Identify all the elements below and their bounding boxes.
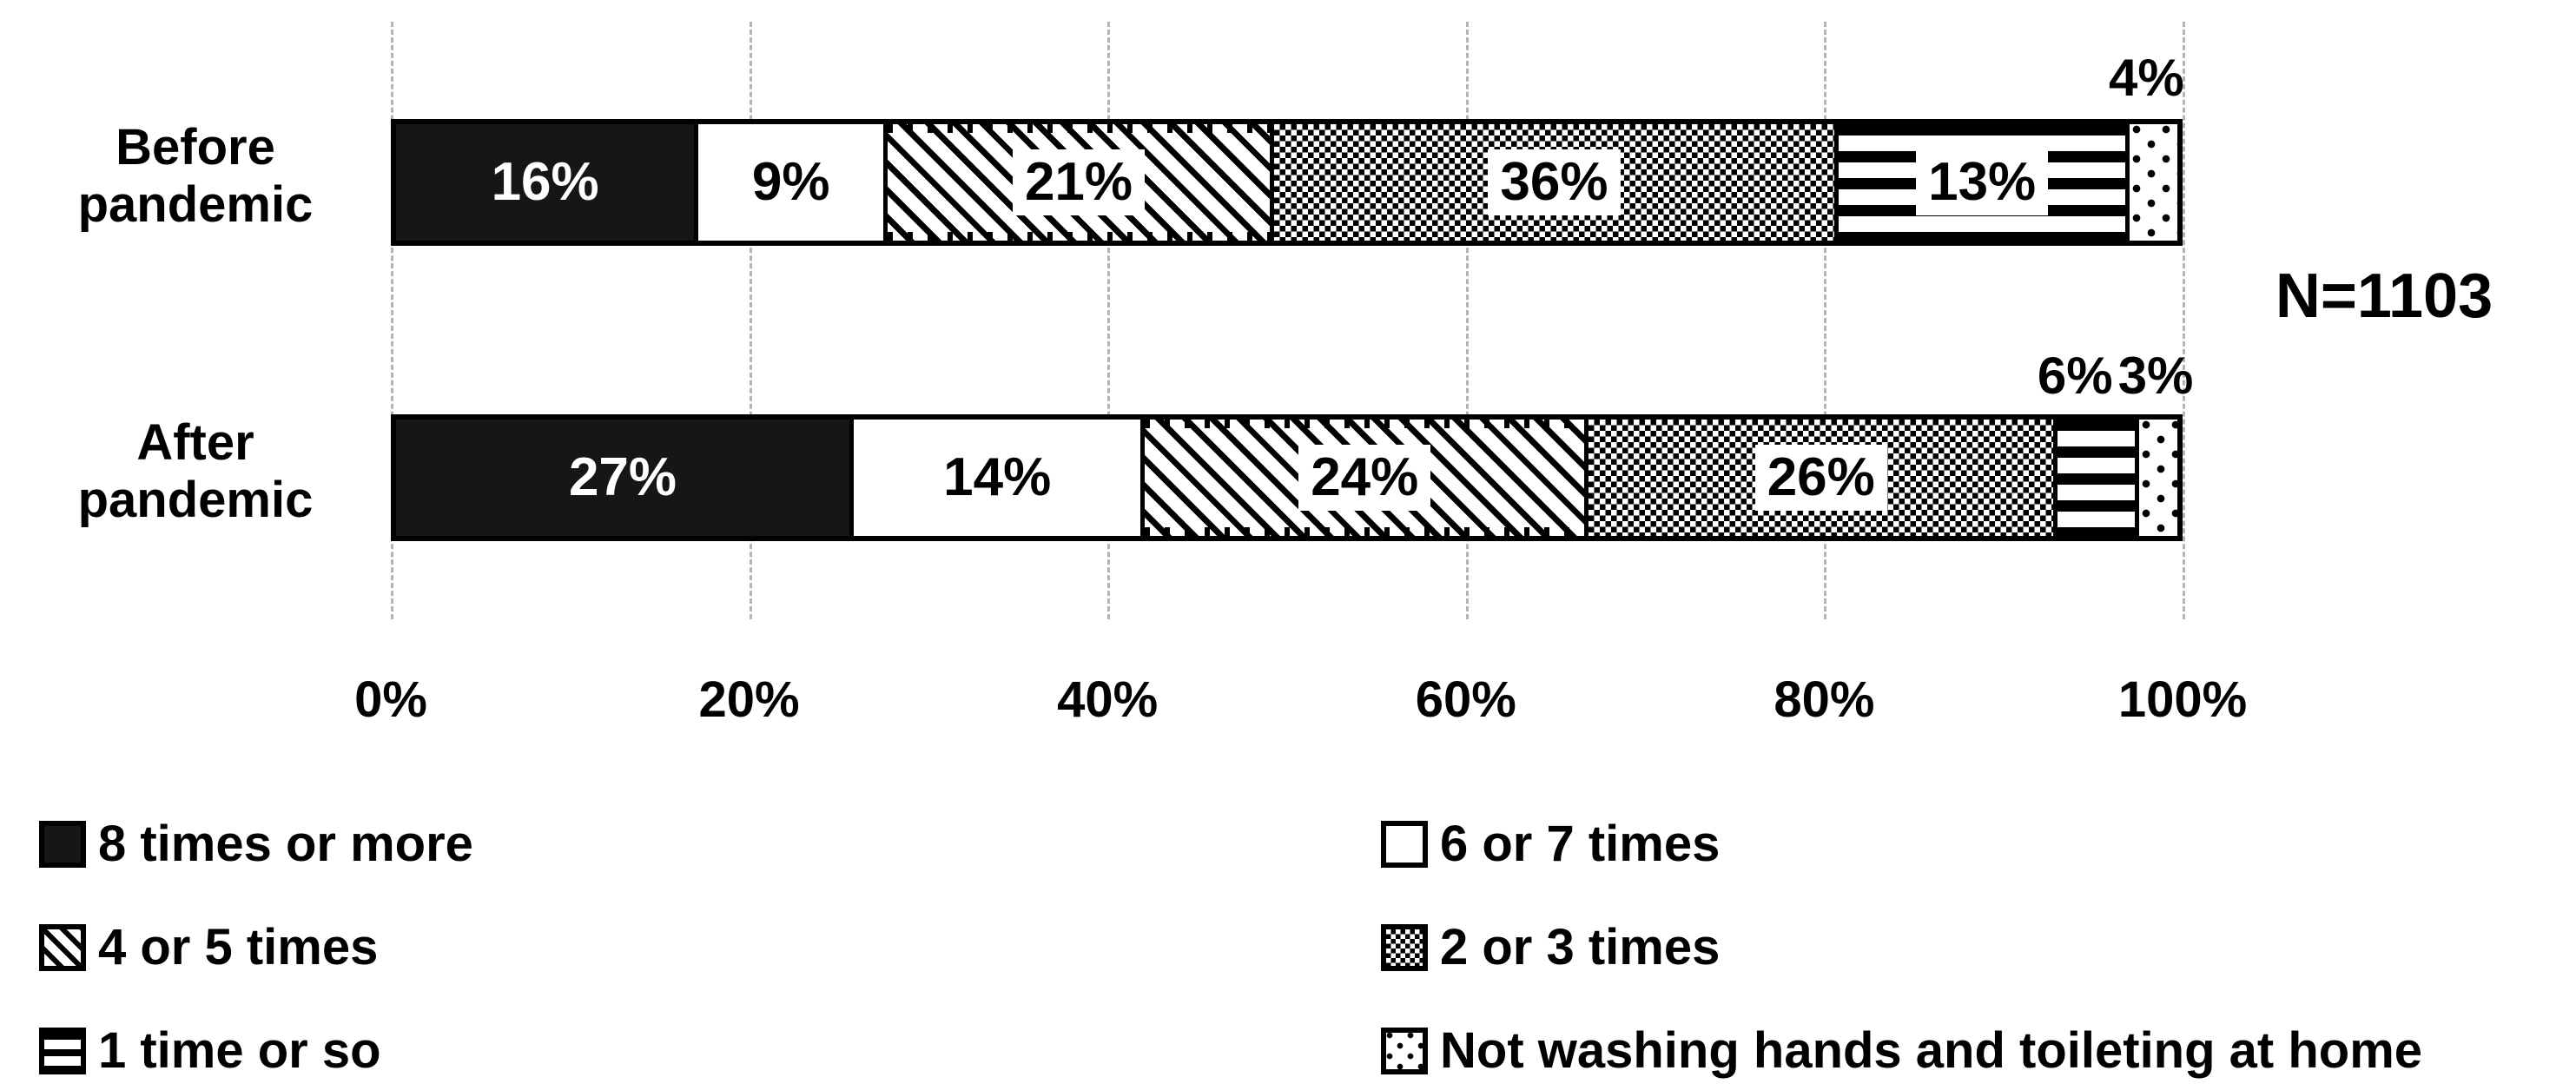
legend-marker-checkerboard — [1381, 923, 1428, 971]
bar-segment-after-6 — [2138, 420, 2177, 536]
bar-segment-before-2: 9% — [698, 124, 888, 241]
bar-segment-after-2: 14% — [853, 420, 1146, 536]
above-bar-value-label: 3% — [2117, 347, 2194, 405]
bar-segment-after-3: 24% — [1145, 420, 1589, 536]
legend-item-2: 6 or 7 times — [1381, 815, 2422, 873]
legend-label-5: 1 time or so — [98, 1022, 381, 1079]
category-label-line: pandemic — [77, 176, 314, 233]
legend-label-4: 2 or 3 times — [1440, 919, 1721, 975]
category-label-before: Before pandemic — [22, 113, 369, 240]
gridline-0% — [391, 22, 393, 619]
segment-value-label: 9% — [751, 152, 830, 212]
segment-value-label: 13% — [1916, 149, 2049, 215]
category-label-after: After pandemic — [22, 408, 369, 535]
axis-tick-label-60%: 60% — [1415, 671, 1516, 728]
bar-segment-before-3: 21% — [888, 124, 1274, 241]
legend-item-4: 2 or 3 times — [1381, 918, 2422, 976]
legend-marker-sparse-dots — [1381, 1027, 1428, 1074]
sample-size-label: N=1103 — [2275, 261, 2493, 331]
legend-marker-white — [1381, 820, 1428, 868]
segment-value-label: 14% — [943, 447, 1052, 507]
legend-label-6: Not washing hands and toileting at home — [1440, 1022, 2423, 1079]
bar-before-pandemic: 16% 9% 21% 36% 13% — [391, 119, 2183, 246]
axis-tick-label-80%: 80% — [1773, 671, 1875, 728]
legend-column-left: 8 times or more 4 or 5 times 1 time or so — [39, 815, 473, 1080]
bar-segment-after-5 — [2057, 420, 2139, 536]
legend-item-5: 1 time or so — [39, 1021, 473, 1080]
above-bar-value-label: 4% — [2108, 49, 2184, 107]
segment-value-label: 36% — [1488, 149, 1621, 215]
bar-segment-before-1: 16% — [396, 124, 699, 241]
segment-value-label: 27% — [568, 447, 677, 507]
axis-tick-label-40%: 40% — [1057, 671, 1159, 728]
axis-tick-label-0%: 0% — [354, 671, 427, 728]
segment-value-label: 26% — [1754, 445, 1887, 511]
legend-column-right: 6 or 7 times 2 or 3 times Not washing hand… — [1381, 815, 2422, 1080]
segment-value-label: 24% — [1298, 445, 1431, 511]
bar-segment-before-6 — [2130, 124, 2177, 241]
axis-tick-label-20%: 20% — [698, 671, 800, 728]
gridline-20% — [749, 22, 752, 619]
gridline-100% — [2183, 22, 2185, 619]
gridline-60% — [1465, 22, 1469, 619]
bar-segment-after-4: 26% — [1589, 420, 2058, 536]
legend-marker-solid-black — [39, 820, 86, 868]
legend-label-3: 4 or 5 times — [98, 919, 379, 975]
segment-value-label: 21% — [1012, 149, 1146, 215]
segment-value-label: 16% — [491, 152, 599, 212]
gridline-40% — [1107, 22, 1111, 619]
legend-label-2: 6 or 7 times — [1440, 816, 1721, 872]
bar-segment-before-5: 13% — [1839, 124, 2130, 241]
bar-segment-before-4: 36% — [1273, 124, 1840, 241]
category-label-line: After — [136, 414, 254, 471]
legend-label-1: 8 times or more — [98, 816, 473, 872]
legend-item-3: 4 or 5 times — [39, 918, 473, 976]
above-bar-value-label: 6% — [2037, 347, 2113, 405]
legend-item-1: 8 times or more — [39, 815, 473, 873]
bar-segment-after-1: 27% — [396, 420, 854, 536]
gridline-80% — [1824, 22, 1827, 619]
legend-marker-diagonal-hatch — [39, 923, 86, 971]
category-label-line: Before — [116, 119, 275, 175]
legend-marker-horizontal-lines — [39, 1027, 86, 1074]
legend-item-6: Not washing hands and toileting at home — [1381, 1021, 2422, 1080]
plot-area — [391, 22, 2185, 619]
bar-after-pandemic: 27% 14% 24% 26% — [391, 414, 2183, 541]
category-label-line: pandemic — [77, 472, 314, 528]
axis-tick-label-100%: 100% — [2117, 671, 2248, 728]
